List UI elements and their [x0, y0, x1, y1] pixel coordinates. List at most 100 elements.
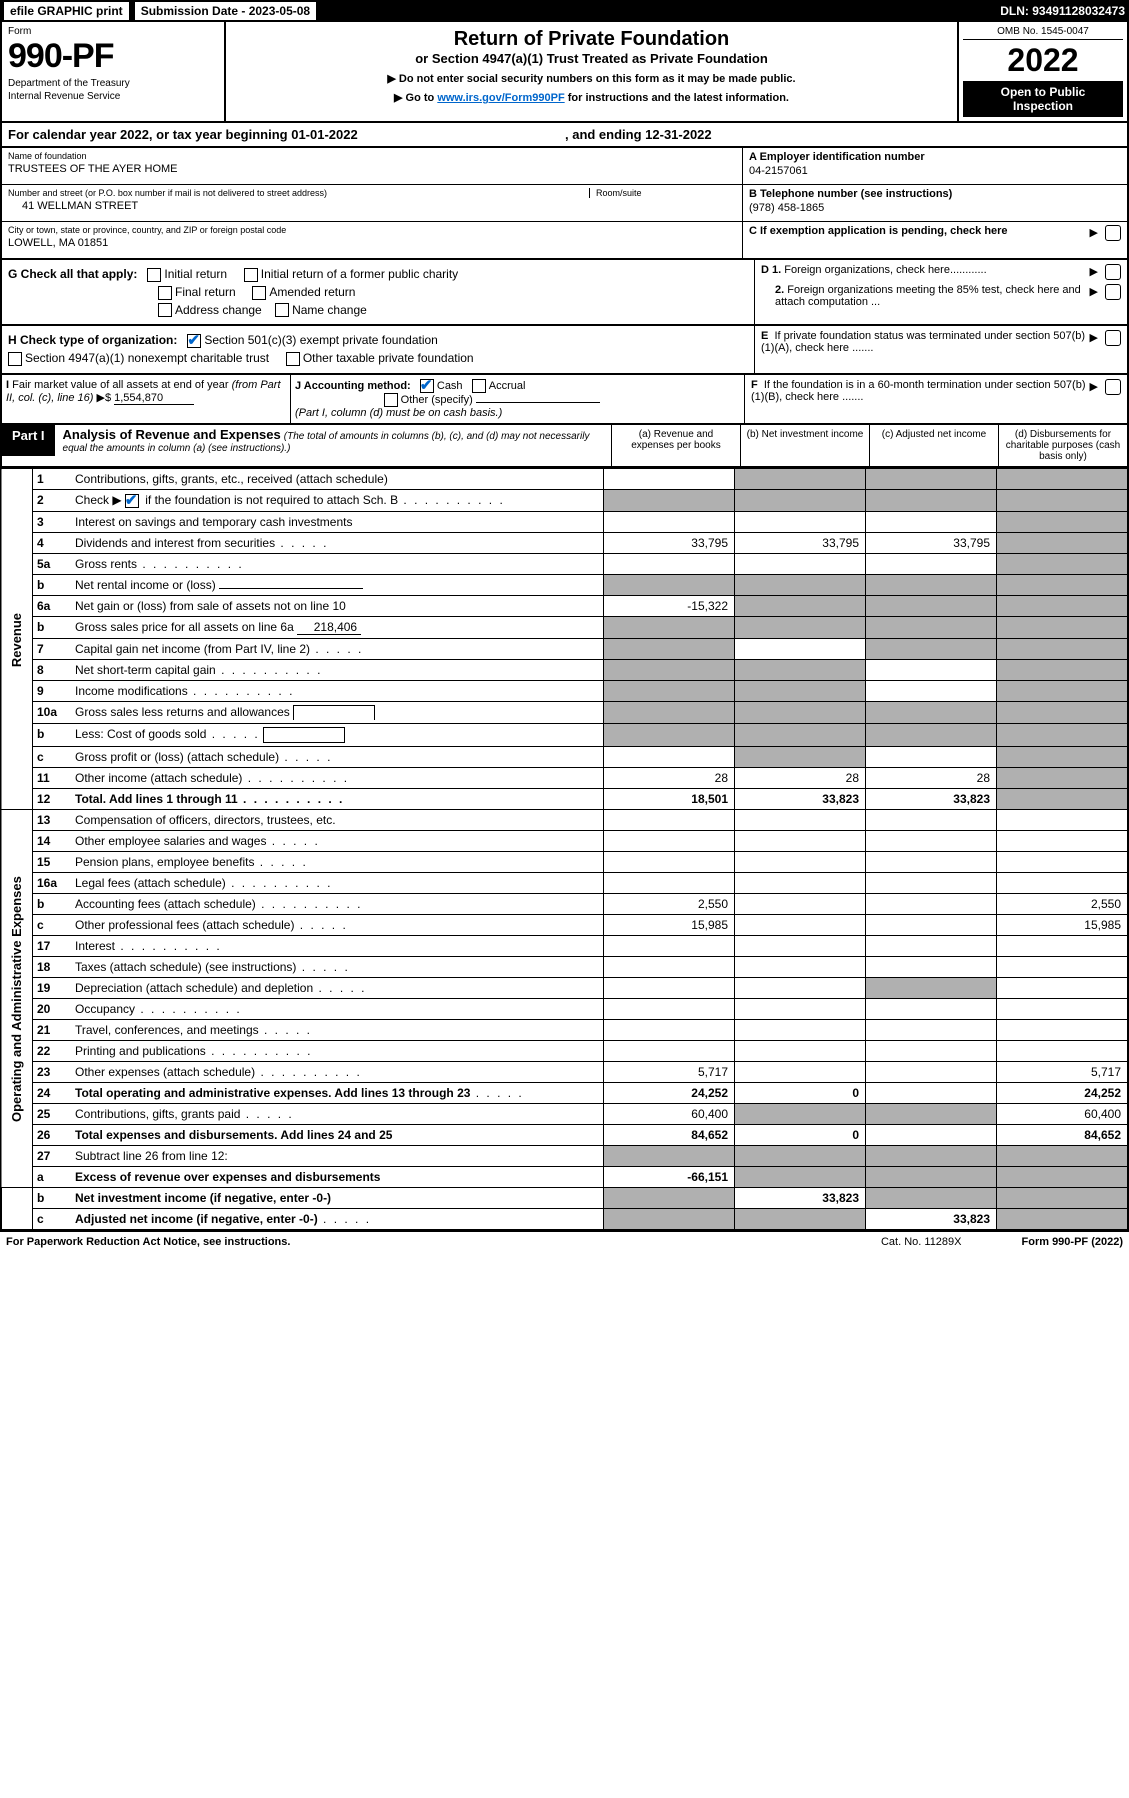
line-11-desc: Other income (attach schedule) [71, 768, 604, 789]
l24-a: 24,252 [604, 1083, 735, 1104]
tax-year: 2022 [963, 40, 1123, 81]
chk-sch-b[interactable] [125, 494, 139, 508]
chk-4947[interactable] [8, 352, 22, 366]
c-checkbox[interactable] [1105, 225, 1121, 241]
chk-amended-return[interactable] [252, 286, 266, 300]
line-16a-desc: Legal fees (attach schedule) [71, 873, 604, 894]
lbl-other-tax: Other taxable private foundation [303, 351, 474, 365]
chk-initial-former[interactable] [244, 268, 258, 282]
omb-number: OMB No. 1545-0047 [963, 26, 1123, 40]
open-public: Open to Public Inspection [963, 81, 1123, 117]
part1-table: Revenue 1 Contributions, gifts, grants, … [0, 468, 1129, 1231]
l25-d: 60,400 [997, 1104, 1129, 1125]
line-8-desc: Net short-term capital gain [71, 659, 604, 680]
line-24-desc: Total operating and administrative expen… [71, 1083, 604, 1104]
part1-header: Part I Analysis of Revenue and Expenses … [0, 425, 1129, 468]
lbl-amended: Amended return [269, 285, 355, 299]
chk-other-method[interactable] [384, 393, 398, 407]
line-4-desc: Dividends and interest from securities [71, 532, 604, 553]
chk-cash[interactable] [420, 379, 434, 393]
c-label: C If exemption application is pending, c… [749, 225, 1008, 237]
open-public-1: Open to Public [967, 85, 1119, 99]
line-19-desc: Depreciation (attach schedule) and deple… [71, 978, 604, 999]
f-label: If the foundation is in a 60-month termi… [751, 379, 1086, 403]
lbl-other-method: Other (specify) [401, 394, 473, 406]
d1-checkbox[interactable] [1105, 264, 1121, 280]
lbl-cash: Cash [437, 380, 463, 392]
l16c-a: 15,985 [604, 915, 735, 936]
check-section-h: H Check type of organization: Section 50… [0, 326, 1129, 375]
chk-name-change[interactable] [275, 303, 289, 317]
l12-c: 33,823 [866, 789, 997, 810]
foundation-name: TRUSTEES OF THE AYER HOME [8, 163, 736, 175]
pra-notice: For Paperwork Reduction Act Notice, see … [6, 1236, 290, 1248]
form-subtitle: or Section 4947(a)(1) Trust Treated as P… [236, 51, 947, 66]
room-suite-label: Room/suite [589, 188, 736, 198]
addr-label: Number and street (or P.O. box number if… [8, 188, 589, 198]
chk-other-taxable[interactable] [286, 352, 300, 366]
l11-a: 28 [604, 768, 735, 789]
note-link-post: for instructions and the latest informat… [565, 92, 789, 104]
l6a-a: -15,322 [604, 595, 735, 616]
col-b-header: (b) Net investment income [741, 425, 870, 466]
l16c-d: 15,985 [997, 915, 1129, 936]
l16b-a: 2,550 [604, 894, 735, 915]
chk-address-change[interactable] [158, 303, 172, 317]
lbl-501c3: Section 501(c)(3) exempt private foundat… [204, 333, 437, 347]
line-25-desc: Contributions, gifts, grants paid [71, 1104, 604, 1125]
l24-d: 24,252 [997, 1083, 1129, 1104]
top-bar: efile GRAPHIC print Submission Date - 20… [0, 0, 1129, 22]
form-label: Form [8, 26, 218, 37]
dept-treasury: Department of the Treasury [8, 78, 218, 89]
fmv-box: I Fair market value of all assets at end… [2, 375, 291, 423]
line-7-desc: Capital gain net income (from Part IV, l… [71, 638, 604, 659]
line-27b-desc: Net investment income (if negative, ente… [71, 1188, 604, 1209]
d1-label: Foreign organizations, check here.......… [784, 264, 986, 276]
line-6a-desc: Net gain or (loss) from sale of assets n… [71, 595, 604, 616]
line-10c-desc: Gross profit or (loss) (attach schedule) [71, 747, 604, 768]
col-c-header: (c) Adjusted net income [870, 425, 999, 466]
form-number: 990-PF [8, 37, 218, 76]
efile-button[interactable]: efile GRAPHIC print [4, 2, 129, 20]
city-label: City or town, state or province, country… [8, 225, 736, 235]
d2-checkbox[interactable] [1105, 284, 1121, 300]
lbl-4947: Section 4947(a)(1) nonexempt charitable … [25, 351, 269, 365]
chk-accrual[interactable] [472, 379, 486, 393]
phone-value: (978) 458-1865 [749, 202, 1121, 214]
line-16b-desc: Accounting fees (attach schedule) [71, 894, 604, 915]
j-label: J Accounting method: [295, 380, 411, 392]
l27b-b: 33,823 [735, 1188, 866, 1209]
fmv-value: 1,554,870 [114, 392, 194, 405]
line-13-desc: Compensation of officers, directors, tru… [71, 810, 604, 831]
l6b-val: 218,406 [297, 620, 361, 635]
l26-d: 84,652 [997, 1125, 1129, 1146]
name-label: Name of foundation [8, 151, 736, 161]
l23-a: 5,717 [604, 1062, 735, 1083]
street-address: 41 WELLMAN STREET [8, 200, 589, 212]
l11-b: 28 [735, 768, 866, 789]
lbl-accrual: Accrual [489, 380, 526, 392]
form-url-link[interactable]: www.irs.gov/Form990PF [437, 92, 564, 104]
chk-final-return[interactable] [158, 286, 172, 300]
chk-501c3[interactable] [187, 334, 201, 348]
line-20-desc: Occupancy [71, 999, 604, 1020]
check-section-g: G Check all that apply: Initial return I… [0, 260, 1129, 326]
l27a-a: -66,151 [604, 1167, 735, 1188]
dept-irs: Internal Revenue Service [8, 91, 218, 102]
info-section: Name of foundation TRUSTEES OF THE AYER … [0, 148, 1129, 260]
col-a-header: (a) Revenue and expenses per books [612, 425, 741, 466]
line-23-desc: Other expenses (attach schedule) [71, 1062, 604, 1083]
j-note: (Part I, column (d) must be on cash basi… [295, 407, 502, 419]
e-checkbox[interactable] [1105, 330, 1121, 346]
line-22-desc: Printing and publications [71, 1041, 604, 1062]
l16b-d: 2,550 [997, 894, 1129, 915]
l12-a: 18,501 [604, 789, 735, 810]
lbl-initial-former: Initial return of a former public charit… [261, 267, 458, 281]
g-label: G Check all that apply: [8, 267, 137, 281]
revenue-sidelabel: Revenue [1, 469, 33, 810]
line-2-desc: Check ▶ if the foundation is not require… [71, 490, 604, 512]
hij-section: I Fair market value of all assets at end… [0, 375, 1129, 425]
f-checkbox[interactable] [1105, 379, 1121, 395]
line-9-desc: Income modifications [71, 680, 604, 701]
chk-initial-return[interactable] [147, 268, 161, 282]
